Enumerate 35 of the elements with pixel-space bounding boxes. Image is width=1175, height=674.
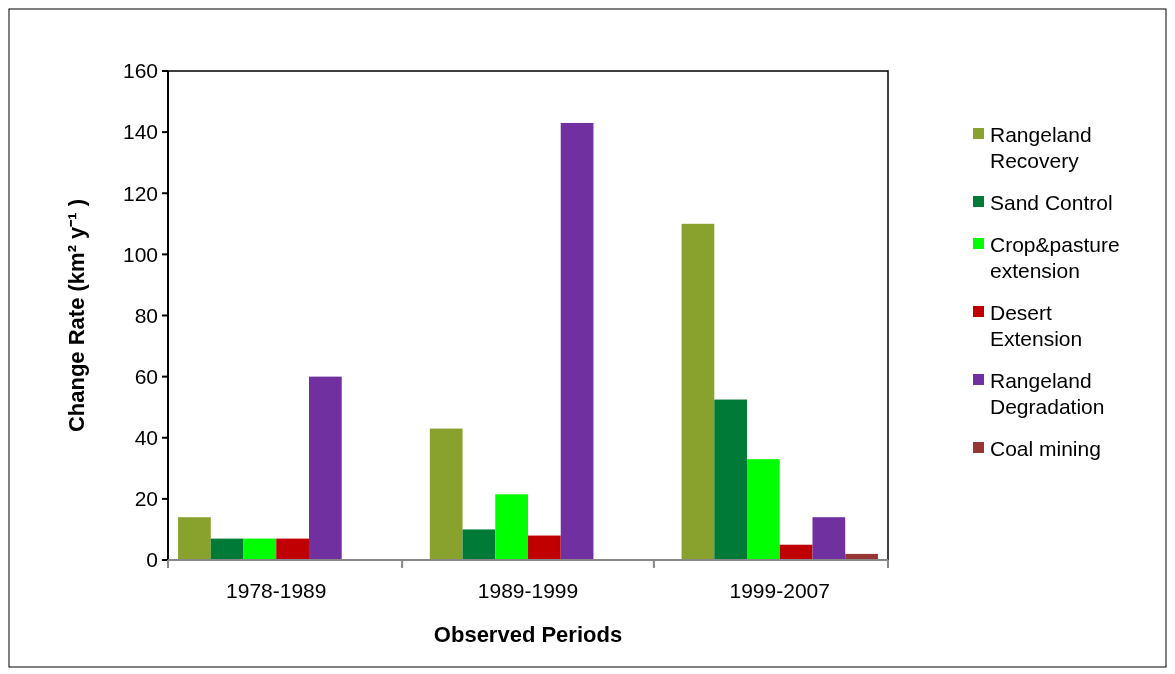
bar xyxy=(779,544,813,560)
y-tick-label: 40 xyxy=(134,426,158,450)
bar xyxy=(528,535,561,560)
bar xyxy=(747,459,780,560)
x-tick-label: 1989-1999 xyxy=(477,579,579,602)
y-tick-label: 140 xyxy=(122,120,158,144)
x-axis-title: Observed Periods xyxy=(433,622,623,647)
bar xyxy=(495,494,528,560)
y-tick-label: 120 xyxy=(122,181,158,205)
bar xyxy=(560,122,594,560)
y-tick-label: 160 xyxy=(122,59,158,83)
bar xyxy=(681,223,715,560)
y-tick-label: 0 xyxy=(146,548,158,572)
legend-label: Rangeland Recovery xyxy=(990,122,1092,172)
legend-label: Crop&pasture extension xyxy=(990,232,1120,282)
y-tick-label: 100 xyxy=(122,242,158,266)
x-tick-label: 1978-1989 xyxy=(226,579,327,602)
y-tick-label: 60 xyxy=(134,364,158,388)
bar xyxy=(429,428,463,560)
bar xyxy=(462,529,496,560)
legend-label: Desert Extension xyxy=(990,300,1083,350)
bar xyxy=(178,517,211,560)
bar xyxy=(308,376,342,560)
bar xyxy=(714,399,748,560)
bar xyxy=(812,517,846,560)
y-axis-title: Change Rate (km² y⁻¹ ) xyxy=(64,198,89,433)
y-tick-label: 80 xyxy=(134,303,158,327)
legend-label: Coal mining xyxy=(990,436,1101,460)
y-tick-label: 20 xyxy=(134,487,158,511)
bar xyxy=(210,538,244,560)
x-tick-label: 1999-2007 xyxy=(729,579,830,602)
legend-label: Rangeland Degradation xyxy=(990,368,1105,418)
bar xyxy=(276,538,309,560)
bar xyxy=(243,538,277,560)
legend-label: Sand Control xyxy=(990,190,1113,214)
